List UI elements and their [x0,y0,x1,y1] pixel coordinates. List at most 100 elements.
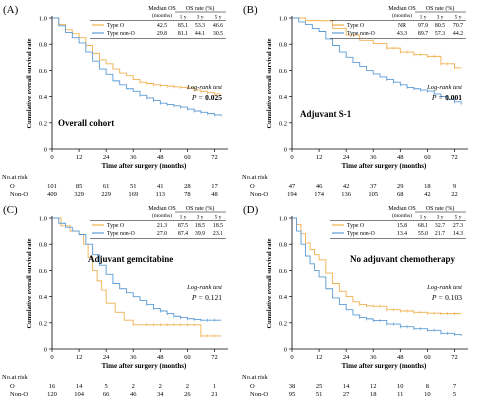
y-tick-label: 0.8 [279,42,287,49]
risk-group-label: O [10,383,15,390]
y-tick-label: 0.8 [39,242,47,249]
risk-count: 105 [368,191,378,198]
risk-table-label: No.at risk [242,174,268,181]
risk-count: 409 [47,191,57,198]
os-rate-col-header: 1 y [420,15,427,21]
p-value: 0.001 [445,93,462,102]
risk-group-label: O [250,183,255,190]
x-tick-label: 24 [103,154,110,161]
median-os-unit: (months) [152,212,172,219]
risk-count: 41 [157,183,164,190]
legend-name: Type non-O [347,231,375,237]
x-tick-label: 60 [184,154,191,161]
risk-count: 12 [370,383,377,390]
risk-count: 42 [424,191,431,198]
os-rate-header: OS rate (%) [426,205,455,212]
median-os-value: 43.3 [397,31,407,37]
risk-count: 78 [184,191,191,198]
os-rate-value: 55.0 [418,231,428,237]
risk-count: 26 [184,391,191,398]
risk-table-label: No.at risk [2,174,28,181]
os-rate-value: 21.7 [435,231,445,237]
os-rate-value: 44.2 [453,31,463,37]
os-rate-col-header: 3 y [197,15,204,21]
median-os-value: NR [398,23,406,29]
os-rate-value: 14.3 [453,231,463,237]
x-tick-label: 48 [397,354,404,361]
km-panel: (B) 0 0.2 0.4 0.6 0.8 1.0 0 12 24 36 48 60 72 Time aft… [242,4,468,198]
os-rate-value: 30.5 [213,31,223,37]
cohort-title: Adjuvant S-1 [300,109,352,119]
x-tick-label: 72 [211,354,218,361]
median-os-header: Median OS [388,206,416,212]
y-tick-label: 0.8 [279,242,287,249]
os-rate-col-header: 5 y [455,215,462,221]
p-value-text: P = 0.025 [191,93,222,102]
y-axis-label: Cumulative overall survival rate [26,38,33,128]
risk-count: 329 [74,191,84,198]
risk-count: 46 [316,183,323,190]
median-os-unit: (months) [392,12,412,19]
y-tick-label: 0.4 [279,94,288,101]
x-tick-label: 48 [397,154,404,161]
risk-count: 18 [424,183,431,190]
y-tick-label: 0.2 [279,320,287,327]
y-tick-label: 0.6 [279,68,288,75]
risk-count: 9 [453,183,456,190]
risk-group-label: O [10,183,15,190]
risk-count: 25 [316,383,323,390]
os-rate-value: 32.7 [435,223,445,229]
legend-name: Type O [107,223,124,229]
os-rate-header: OS rate (%) [186,205,215,212]
risk-count: 2 [186,383,189,390]
risk-count: 46 [130,391,137,398]
risk-count: 136 [341,191,352,198]
risk-count: 51 [316,391,323,398]
risk-count: 169 [128,191,138,198]
p-label: P = [431,93,445,102]
y-tick-label: 0 [44,147,47,154]
x-tick-label: 12 [76,354,83,361]
median-os-header: Median OS [148,6,176,12]
risk-count: 14 [76,383,83,390]
risk-group-label: Non-O [10,191,28,198]
median-os-value: 42.5 [157,23,167,29]
legend-name: Type non-O [107,31,135,37]
risk-count: 113 [156,191,166,198]
x-tick-label: 24 [103,354,110,361]
p-value-text: P = 0.103 [431,293,462,302]
risk-group-label: Non-O [250,191,268,198]
risk-count: 101 [47,183,57,190]
median-os-value: 13.4 [397,231,407,237]
os-rate-value: 81.1 [178,31,188,37]
risk-count: 8 [426,383,429,390]
os-rate-value: 27.3 [453,223,463,229]
y-tick-label: 0.2 [279,120,287,127]
risk-count: 5 [453,391,456,398]
risk-count: 42 [343,183,350,190]
km-panel: (D) 0 0.2 0.4 0.6 0.8 1.0 0 12 24 36 48 60 72 Time aft… [242,204,468,398]
median-os-unit: (months) [152,12,172,19]
os-rate-col-header: 5 y [455,15,462,21]
os-rate-col-header: 3 y [437,15,444,21]
os-rate-value: 44.1 [195,31,205,37]
x-tick-label: 0 [50,154,53,161]
os-rate-value: 18.5 [195,223,205,229]
os-rate-col-header: 1 y [180,215,187,221]
os-rate-col-header: 3 y [437,215,444,221]
cohort-title: Adjuvant gemcitabine [88,254,173,264]
os-rate-col-header: 5 y [215,15,222,21]
risk-count: 2 [159,383,162,390]
log-rank-label: Log-rank test [186,84,222,91]
y-tick-label: 0.2 [39,320,47,327]
y-tick-label: 0.6 [39,268,48,275]
risk-count: 21 [211,391,218,398]
median-os-header: Median OS [388,6,416,12]
os-rate-col-header: 1 y [180,15,187,21]
x-tick-label: 36 [370,354,377,361]
risk-count: 2 [132,383,135,390]
median-os-value: 21.3 [157,223,167,229]
risk-count: 68 [397,191,404,198]
p-value: 0.121 [205,293,222,302]
y-tick-label: 0.4 [279,294,288,301]
